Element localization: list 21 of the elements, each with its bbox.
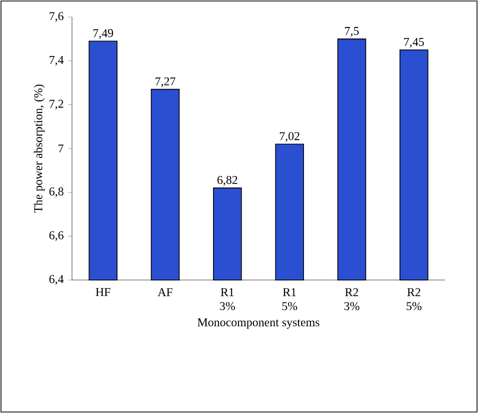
data-label: 7,5 — [345, 27, 359, 37]
y-tick-label: 6,6 — [49, 231, 64, 242]
data-label: 7,27 — [156, 77, 176, 88]
y-tick-label: 6,4 — [49, 275, 64, 285]
data-label: 7,49 — [93, 29, 114, 39]
data-label: 7,45 — [404, 38, 424, 48]
x-tick-label: R2 3% — [344, 288, 360, 310]
x-tick-label: R1 5% — [282, 288, 298, 310]
x-tick-label: AF — [158, 288, 172, 296]
y-tick-label: 7,6 — [50, 12, 64, 22]
y-axis-title: The power absorption, (%) — [34, 84, 45, 213]
x-axis-title: Monocomponent systems — [198, 318, 320, 329]
x-tick-label: R2 5% — [406, 288, 422, 310]
y-tick-label: 7,4 — [50, 56, 64, 66]
y-tick-label: 6,8 — [49, 187, 64, 198]
x-tick-label: HF — [96, 288, 110, 296]
data-label: 6,82 — [217, 176, 238, 186]
y-tick-label: 7 — [58, 144, 64, 152]
data-label: 7,02 — [280, 132, 300, 142]
y-tick-label: 7,2 — [50, 100, 64, 110]
x-tick-label: R1 3% — [220, 288, 235, 310]
